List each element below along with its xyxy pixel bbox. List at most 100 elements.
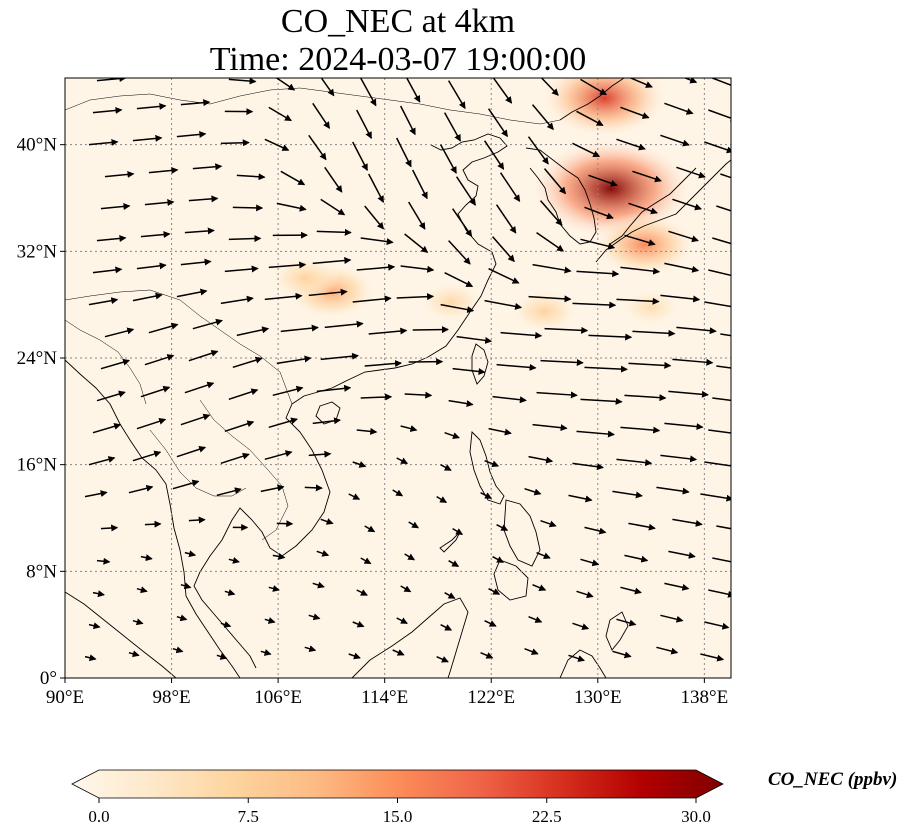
wind-arrow: [84, 654, 97, 662]
border-india: [65, 319, 147, 405]
wind-arrow: [132, 134, 163, 142]
wind-arrow: [404, 553, 416, 561]
wind-arrow: [576, 110, 604, 127]
wind-arrow: [660, 134, 690, 147]
wind-arrow: [576, 270, 620, 278]
coast-myanmar: [65, 359, 187, 597]
wind-arrow: [180, 582, 192, 590]
wind-arrow: [356, 109, 372, 139]
wind-arrow: [100, 524, 119, 532]
wind-arrow: [232, 356, 263, 369]
coast-philippines-luzon: [469, 431, 505, 505]
wind-arrow: [352, 295, 392, 303]
wind-arrow: [352, 461, 367, 468]
wind-arrow: [100, 358, 131, 370]
wind-arrow: [712, 78, 731, 86]
wind-arrow: [360, 237, 394, 246]
wind-arrow: [352, 620, 365, 628]
wind-arrow: [364, 360, 403, 368]
wind-arrow: [320, 78, 335, 97]
wind-arrow: [88, 622, 101, 630]
wind-arrow: [440, 623, 453, 631]
wind-arrow: [500, 331, 543, 339]
wind-arrow: [532, 583, 547, 591]
wind-arrow: [668, 390, 709, 398]
wind-arrow: [712, 237, 731, 245]
wind-arrow: [312, 257, 352, 265]
wind-arrow: [668, 550, 696, 559]
wind-arrow: [132, 618, 144, 626]
wind-arrow: [304, 484, 323, 492]
wind-arrow: [140, 554, 153, 562]
wind-arrow: [543, 168, 567, 195]
wind-arrow: [628, 522, 656, 531]
wind-arrow: [584, 206, 614, 220]
wind-arrow: [96, 390, 126, 402]
wind-arrow: [455, 176, 476, 206]
wind-arrow: [176, 130, 207, 138]
wind-arrow: [588, 174, 618, 187]
wind-arrow: [447, 80, 466, 110]
wind-arrow: [628, 361, 672, 369]
wind-arrow: [588, 333, 633, 341]
wind-arrow: [580, 238, 616, 250]
colorbar: 0.0 7.5 15.0 22.5 30.0: [71, 769, 724, 826]
wind-arrow: [280, 170, 306, 186]
wind-arrow: [396, 457, 409, 465]
wind-arrow: [100, 202, 131, 210]
wind-arrow: [392, 489, 404, 497]
wind-arrow: [312, 581, 325, 589]
wind-arrow: [364, 525, 376, 533]
wind-arrow: [308, 288, 348, 297]
map-frame: [64, 77, 732, 679]
wind-arrow: [568, 494, 593, 503]
wind-arrow: [176, 288, 208, 298]
wind-arrow: [436, 655, 449, 663]
border-china-south: [65, 289, 293, 405]
map-plot-area: [64, 77, 732, 679]
wind-arrow: [624, 234, 656, 246]
wind-arrow: [140, 231, 171, 239]
wind-arrow: [620, 426, 661, 434]
wind-arrow: [272, 385, 304, 397]
wind-arrow: [439, 144, 457, 174]
wind-arrow: [483, 140, 505, 170]
wind-arrow: [480, 492, 493, 499]
wind-arrow: [660, 294, 701, 303]
wind-arrow: [448, 399, 474, 408]
wind-arrow: [184, 381, 215, 394]
wind-arrow: [572, 462, 604, 471]
lon-tick-label: 130°E: [574, 687, 622, 708]
wind-arrow: [580, 558, 600, 567]
wind-arrow: [572, 301, 617, 309]
lat-tick-label: 16°N: [17, 455, 58, 476]
border-thailand: [149, 429, 247, 497]
lon-tick-label: 114°E: [361, 687, 408, 708]
wind-arrow: [456, 335, 493, 344]
wind-arrow: [136, 417, 167, 430]
coast-sulawesi: [605, 611, 629, 651]
lon-tick-label: 122°E: [467, 687, 515, 708]
colorbar-label: CO_NEC (ppbv): [768, 769, 898, 790]
wind-arrow: [572, 142, 601, 158]
wind-arrow: [264, 292, 303, 301]
wind-arrow: [620, 266, 661, 275]
wind-arrow: [368, 327, 408, 335]
wind-arrow: [708, 109, 731, 122]
wind-arrow: [672, 358, 714, 366]
wind-arrow: [144, 199, 175, 206]
wind-arrow: [708, 429, 731, 434]
wind-arrow: [664, 582, 690, 591]
wind-arrow: [180, 99, 211, 107]
wind-arrow: [708, 269, 731, 277]
wind-arrow: [360, 393, 393, 401]
co-hotspot: [619, 287, 683, 328]
wind-arrow: [180, 413, 211, 426]
wind-arrow: [676, 166, 706, 179]
wind-arrow: [492, 395, 527, 404]
wind-arrow: [628, 202, 658, 215]
lon-tick-label: 98°E: [152, 687, 190, 708]
wind-arrow: [492, 236, 515, 263]
wind-arrow: [268, 261, 307, 269]
coast-japan: [595, 159, 731, 263]
